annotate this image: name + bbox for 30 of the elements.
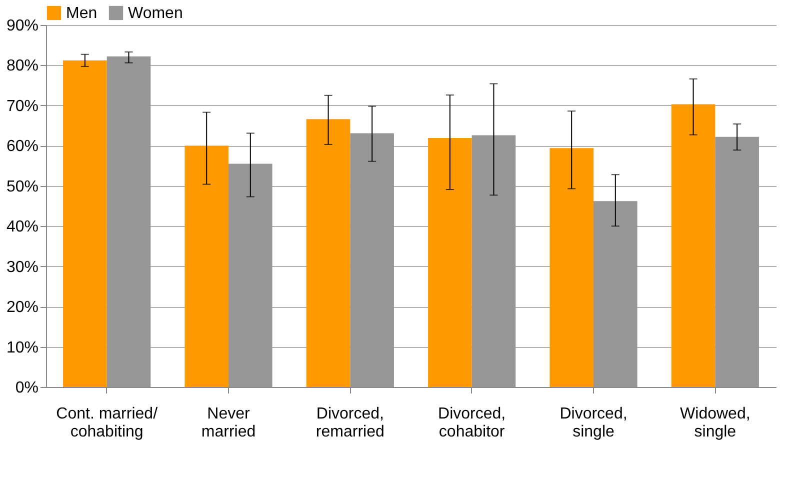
legend-label: Women: [128, 5, 183, 22]
x-tick-label: Widowed, single: [680, 406, 750, 440]
bar: [63, 60, 107, 387]
bar: [306, 119, 350, 387]
bar: [671, 104, 716, 387]
y-tick-label: 10%: [6, 339, 38, 356]
bar: [184, 146, 228, 387]
bar: [472, 135, 516, 387]
bar: [350, 133, 394, 387]
legend-label: Men: [66, 5, 98, 22]
y-tick-label: 60%: [6, 138, 38, 156]
bar: [715, 136, 759, 387]
bar: [428, 138, 472, 387]
y-tick-label: 40%: [6, 218, 38, 236]
y-tick-label: 20%: [6, 299, 38, 316]
y-tick-label: 0%: [15, 380, 38, 396]
bar: [594, 201, 638, 387]
bar: [550, 148, 594, 387]
y-tick-label: 30%: [6, 258, 38, 276]
y-tick-label: 80%: [6, 58, 38, 75]
x-tick-label: Divorced, remarried: [316, 406, 384, 440]
y-tick-label: 70%: [6, 98, 38, 115]
x-tick-label: Divorced, single: [560, 406, 628, 440]
y-tick-label: 90%: [6, 18, 38, 34]
x-tick-label: Never married: [201, 406, 256, 440]
x-tick-label: Divorced, cohabitor: [438, 406, 506, 440]
bar: [228, 164, 272, 387]
y-tick-label: 50%: [6, 178, 38, 196]
x-tick-label: Cont. married/ cohabiting: [56, 406, 158, 440]
bar: [106, 56, 151, 387]
